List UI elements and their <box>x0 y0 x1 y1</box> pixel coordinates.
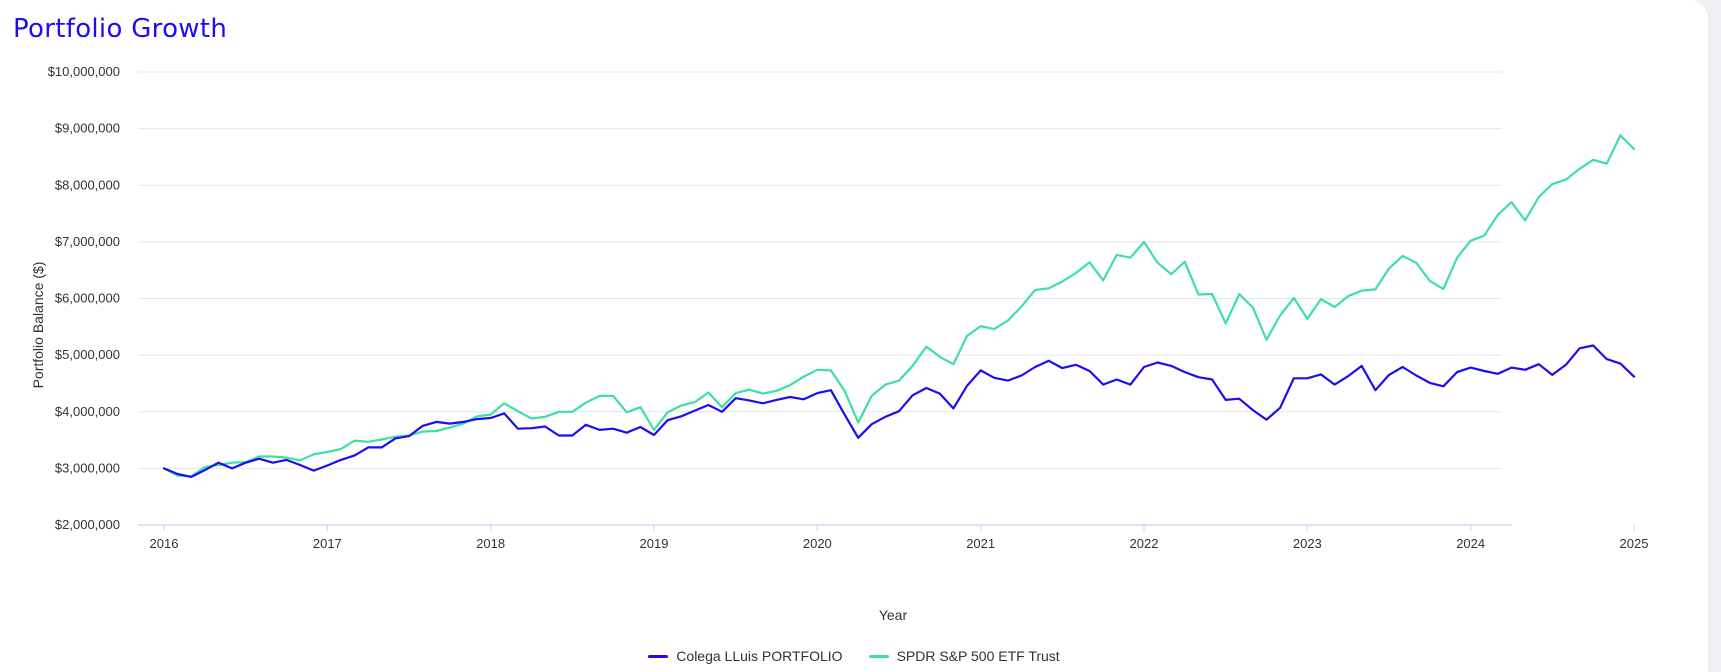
x-axis: 2016 2017 2018 2019 2020 2021 2022 2023 2024 2025 <box>138 524 1649 551</box>
series-line-spdr <box>162 134 1636 478</box>
legend-label-portfolio: Colega LLuis PORTFOLIO <box>676 648 843 664</box>
x-tick-label: 2024 <box>1456 536 1485 551</box>
chart-legend: Colega LLuis PORTFOLIO SPDR S&P 500 ETF … <box>0 648 1708 664</box>
legend-swatch-portfolio <box>648 654 669 658</box>
y-tick-label: $3,000,000 <box>55 460 120 475</box>
y-tick-label: $8,000,000 <box>55 177 120 192</box>
legend-label-spdr: SPDR S&P 500 ETF Trust <box>896 648 1060 664</box>
y-tick-label: $10,000,000 <box>48 64 120 79</box>
y-axis-ticks: $2,000,000 $3,000,000 $4,000,000 $5,000,000… <box>48 64 120 532</box>
x-tick-label: 2023 <box>1293 536 1322 551</box>
y-tick-label: $6,000,000 <box>55 291 120 306</box>
x-axis-label: Year <box>879 607 908 623</box>
x-tick-label: 2020 <box>803 536 832 551</box>
y-axis-label: Portfolio Balance ($) <box>30 262 46 389</box>
x-tick-label: 2016 <box>150 536 179 551</box>
legend-item-spdr[interactable]: SPDR S&P 500 ETF Trust <box>868 648 1060 664</box>
series-line-portfolio <box>162 344 1636 478</box>
y-tick-label: $2,000,000 <box>55 517 120 532</box>
x-tick-label: 2019 <box>640 536 669 551</box>
x-tick-label: 2021 <box>966 536 995 551</box>
series-lines <box>162 134 1636 478</box>
legend-swatch-spdr <box>868 654 889 658</box>
y-tick-label: $5,000,000 <box>55 347 120 362</box>
grid-lines <box>138 71 1502 469</box>
x-tick-label: 2022 <box>1130 536 1159 551</box>
y-tick-label: $7,000,000 <box>55 234 120 249</box>
x-tick-label: 2025 <box>1620 536 1649 551</box>
x-tick-label: 2017 <box>313 536 342 551</box>
line-chart: $2,000,000 $3,000,000 $4,000,000 $5,000,000… <box>30 64 1649 623</box>
y-tick-label: $9,000,000 <box>55 121 120 136</box>
y-tick-label: $4,000,000 <box>55 404 120 419</box>
page-title: Portfolio Growth <box>13 14 228 44</box>
legend-item-portfolio[interactable]: Colega LLuis PORTFOLIO <box>648 648 843 664</box>
x-tick-label: 2018 <box>476 536 505 551</box>
